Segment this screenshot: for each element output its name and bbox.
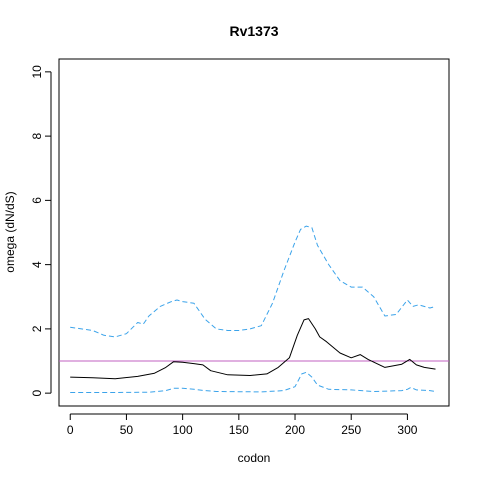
x-tick-label: 150 <box>229 423 249 437</box>
y-tick-label: 10 <box>30 65 44 79</box>
y-axis-label: omega (dN/dS) <box>3 191 17 272</box>
x-tick-label: 0 <box>67 423 74 437</box>
chart-title: Rv1373 <box>229 23 278 39</box>
y-tick-label: 0 <box>30 389 44 396</box>
y-tick-label: 8 <box>30 132 44 139</box>
upper-bound-line <box>70 225 436 338</box>
omega-estimate-line <box>70 318 436 380</box>
y-axis: 0 2 4 6 8 10 <box>30 65 52 396</box>
x-axis-label: codon <box>238 451 271 465</box>
y-tick-label: 2 <box>30 325 44 332</box>
x-tick-label: 300 <box>397 423 417 437</box>
x-tick-label: 100 <box>173 423 193 437</box>
plot-frame <box>58 58 450 407</box>
y-tick-label: 4 <box>30 261 44 268</box>
x-tick-label: 250 <box>341 423 361 437</box>
x-axis: 0 50 100 150 200 250 300 <box>67 413 418 437</box>
plot-layer <box>59 225 449 393</box>
lower-bound-line <box>70 371 436 393</box>
x-tick-label: 200 <box>285 423 305 437</box>
x-tick-label: 50 <box>120 423 134 437</box>
y-tick-label: 6 <box>30 197 44 204</box>
